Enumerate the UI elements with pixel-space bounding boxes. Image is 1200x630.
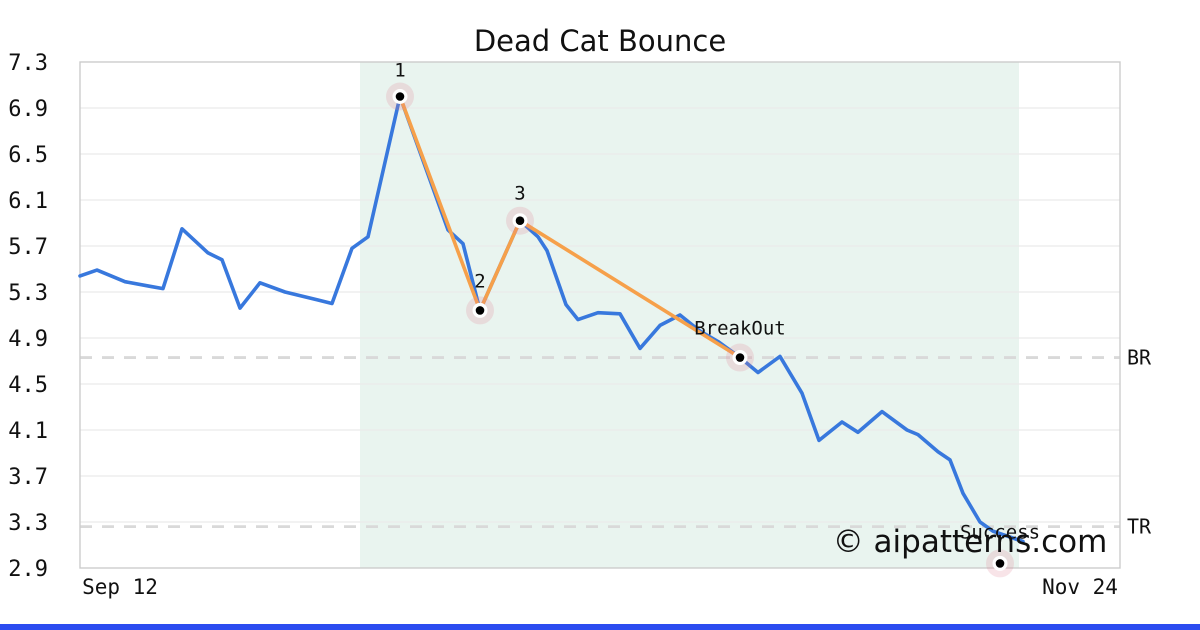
y-tick-label: 6.9 [8,97,48,122]
plot-area-layers: 2.9 3.3 3.7 4.1 4.5 4.9 5.3 5.7 6.1 6.5 6.9 7.3 Sep … [0,51,1200,630]
annotation-label-breakout: BreakOut [694,318,786,340]
marker-dot-success [995,559,1005,568]
y-tick-label: 5.3 [8,281,48,306]
marker-dot-3 [515,216,525,225]
y-tick-label: 6.1 [8,189,48,214]
y-tick-label: 4.1 [8,419,48,444]
y-tick-label: 6.5 [8,143,48,168]
marker-dot-2 [475,306,485,315]
marker-dot-1 [395,92,405,101]
pattern-line [398,94,742,360]
y-tick-label: 7.3 [8,51,48,76]
pattern-region [360,62,1019,568]
level-label-br: BR [1127,346,1152,370]
text-overlay: Dead Cat Bounce © aipatterns.com [474,24,1107,560]
watermark: © aipatterns.com [833,524,1108,560]
x-tick-label: Nov 24 [1042,575,1118,599]
price-line [78,94,1025,544]
level-label-tr: TR [1127,515,1152,539]
y-tick-label: 3.3 [8,511,48,536]
y-tick-label: 2.9 [8,557,48,582]
annotation-label-success: Success [960,521,1040,543]
footer-accent-bar [0,624,1200,630]
x-tick-label: Sep 12 [82,575,158,599]
y-tick-label: 4.9 [8,327,48,352]
y-tick-label: 4.5 [8,373,48,398]
chart-title: Dead Cat Bounce [474,24,726,58]
y-tick-label: 5.7 [8,235,48,260]
marker-dot-breakout [735,353,745,362]
annotation-label-1: 1 [394,60,405,82]
y-tick-label: 3.7 [8,465,48,490]
annotation-label-3: 3 [514,183,525,205]
annotation-label-2: 2 [474,270,485,292]
plot-border [79,61,1121,569]
